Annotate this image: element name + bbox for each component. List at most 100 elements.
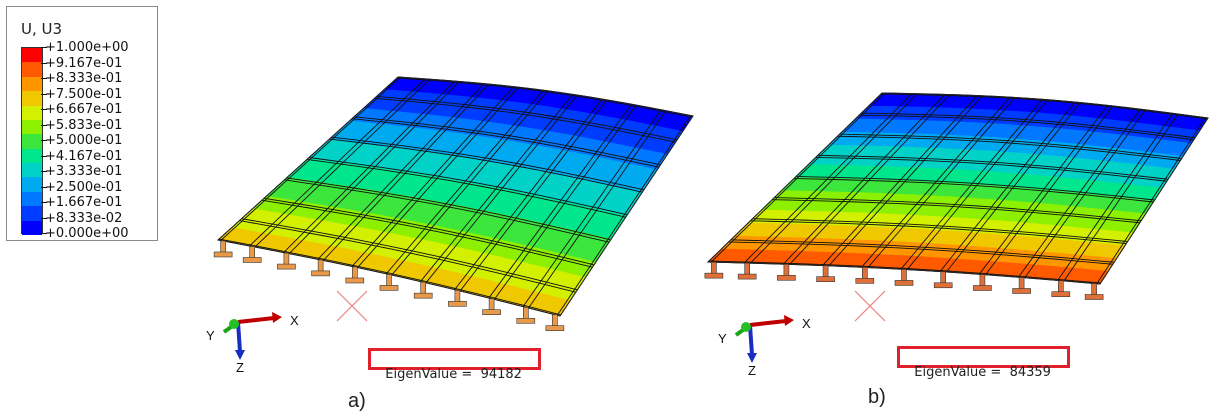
- stiffener-web: [386, 274, 392, 287]
- stiffener-web: [1018, 277, 1025, 290]
- stiffener-line: [454, 98, 603, 290]
- stiffener-web: [1057, 280, 1064, 293]
- frame-line: [750, 220, 1127, 244]
- stiffener-web: [822, 265, 829, 278]
- stiffener-web: [744, 262, 751, 276]
- stiffener-line: [939, 101, 1076, 272]
- stiffener-line: [220, 76, 401, 241]
- x-axis-label: X: [802, 316, 811, 331]
- legend-label: +1.667e-01: [45, 195, 123, 210]
- legend-swatch: [22, 105, 42, 121]
- z-axis-label: Z: [236, 360, 244, 375]
- legend-tick: [41, 62, 47, 64]
- axis-triad: X Y Z: [206, 312, 299, 375]
- stiffener-line: [249, 78, 426, 247]
- origin-marker: [854, 290, 886, 322]
- frame-line: [239, 220, 576, 293]
- frame-line: [218, 238, 561, 316]
- stiffener-line: [283, 80, 455, 253]
- stiffener-line: [1024, 109, 1146, 278]
- frame-line: [730, 239, 1115, 263]
- stiffener-web: [317, 259, 324, 273]
- stiffener-web: [901, 269, 907, 282]
- contour-legend: U, U3 +1.000e+00 +9.167e-01 +8.333e-01 +7.5…: [6, 6, 158, 241]
- frame-line: [817, 154, 1169, 180]
- marker-stroke: [854, 290, 886, 322]
- stiffener-line: [425, 94, 578, 284]
- frame-line: [351, 118, 660, 168]
- stiffener-web: [552, 314, 558, 327]
- eigenvalue-box-b: EigenValue = 84359: [897, 346, 1070, 380]
- stiffener-flange: [277, 263, 296, 270]
- stiffener-line: [945, 102, 1081, 273]
- stiffener-flange: [516, 317, 536, 324]
- stiffener-web: [783, 263, 790, 277]
- stiffener-line: [391, 90, 549, 276]
- stiffener-line: [351, 86, 514, 267]
- mode-shape-a-plot: X Y Z: [206, 76, 694, 375]
- frame-line: [354, 116, 661, 166]
- stiffener-flange: [1012, 288, 1031, 294]
- stiffener-line: [867, 97, 1016, 268]
- legend-tick: [41, 217, 47, 219]
- eigenvalue-value-b: 84359: [1009, 365, 1051, 380]
- frame-line: [793, 178, 1154, 203]
- stiffener-flange: [242, 257, 262, 263]
- stiffener-line: [493, 104, 637, 300]
- stiffener-flange: [737, 273, 757, 280]
- eigenvalue-box-a: EigenValue = 94182: [368, 348, 541, 382]
- eigenvalue-value-a: 94182: [480, 367, 522, 382]
- stiffener-line: [522, 109, 662, 307]
- legend-tick: [41, 93, 47, 95]
- legend-swatch: [22, 177, 42, 193]
- stiffener-line: [254, 78, 431, 248]
- frame-line: [284, 179, 610, 243]
- x-axis-arrowhead: [784, 315, 794, 326]
- frame-line: [329, 138, 643, 193]
- legend-label: +8.333e-02: [45, 210, 123, 226]
- stiffener-flange: [482, 309, 501, 315]
- frame-line: [309, 157, 628, 216]
- stiffener-line: [420, 94, 573, 282]
- plate-outline: [216, 76, 694, 317]
- stiffener-web: [1091, 283, 1097, 296]
- x-axis-arrow: [749, 319, 787, 327]
- eigenvalue-label-b: EigenValue =: [914, 365, 1002, 380]
- stiffener-flange: [379, 285, 399, 291]
- legend-tick: [41, 186, 47, 188]
- axis-triad: X Y Z: [718, 315, 811, 378]
- frame-line: [861, 112, 1196, 139]
- stiffener-web: [940, 271, 946, 285]
- legend-tick: [41, 155, 47, 157]
- stiffener-line: [743, 93, 913, 264]
- legend-label: +4.167e-01: [45, 148, 123, 164]
- legend-tick: [41, 124, 47, 126]
- frame-line: [264, 197, 595, 266]
- stiffener-flange: [933, 282, 953, 289]
- stiffener-flange: [345, 277, 365, 284]
- z-axis-arrow: [748, 324, 754, 356]
- stiffener-line: [385, 89, 544, 275]
- legend-label: +7.500e-01: [45, 86, 123, 102]
- stiffener-web: [488, 298, 495, 311]
- mode-shape-b-plot: X Y Z: [704, 92, 1209, 378]
- frame-line: [796, 176, 1155, 201]
- stiffener-line: [1057, 113, 1174, 281]
- frame-line: [286, 177, 611, 241]
- stiffener-flange: [213, 251, 233, 258]
- stiffener-web: [283, 252, 290, 266]
- z-axis-arrow: [236, 321, 242, 353]
- stiffener-line: [782, 94, 945, 265]
- stiffener-line: [288, 81, 460, 254]
- stiffener-web: [862, 267, 868, 280]
- stiffener-line: [828, 95, 983, 267]
- stiffener-flange: [777, 274, 796, 281]
- marker-stroke: [336, 290, 368, 322]
- legend-tick: [41, 47, 47, 48]
- stiffener-line: [556, 115, 692, 316]
- x-axis-label: X: [290, 313, 299, 328]
- stiffener-line: [323, 83, 490, 261]
- frame-line: [331, 136, 645, 191]
- stiffener-web: [522, 306, 529, 320]
- stiffener-flange: [816, 276, 835, 282]
